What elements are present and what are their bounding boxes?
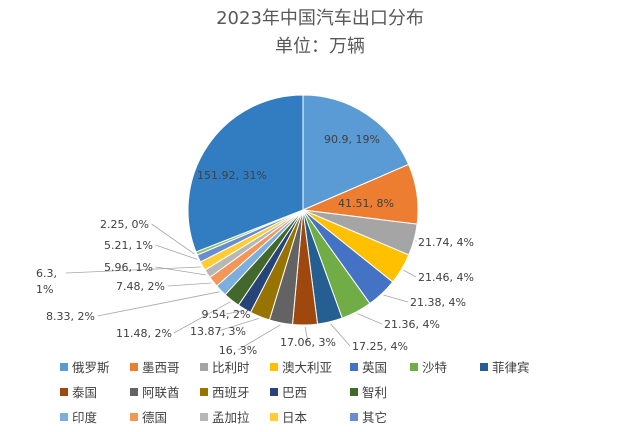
data-label: 21.38, 4%	[410, 296, 466, 309]
legend-label: 泰国	[72, 385, 97, 400]
data-label: 21.46, 4%	[418, 271, 474, 284]
legend-swatch	[200, 363, 208, 371]
legend-swatch	[350, 363, 358, 371]
legend-swatch	[60, 363, 68, 371]
data-label: 8.33, 2%	[46, 310, 95, 323]
data-label: 16, 3%	[219, 344, 257, 357]
data-label: 9.54, 2%	[202, 308, 251, 321]
legend-swatch	[350, 388, 358, 396]
leader-line	[330, 323, 351, 347]
data-label: 7.48, 2%	[116, 280, 165, 293]
legend-label: 其它	[362, 410, 387, 425]
chart-subtitle: 单位：万辆	[275, 36, 365, 57]
legend-swatch	[60, 388, 68, 396]
legend-label: 巴西	[282, 385, 307, 400]
data-label: 17.06, 3%	[280, 336, 336, 349]
legend-swatch	[60, 413, 68, 421]
leader-line	[217, 318, 260, 332]
legend-label: 比利时	[212, 360, 250, 375]
data-label: 21.36, 4%	[384, 318, 440, 331]
legend-label: 德国	[142, 410, 167, 425]
legend-label: 西班牙	[212, 385, 250, 400]
leader-line	[167, 282, 212, 287]
data-labels: 90.9, 19% 41.51, 8% 21.74, 4% 21.46, 4% 21.3…	[36, 133, 474, 357]
legend-swatch	[270, 363, 278, 371]
legend-swatch	[350, 413, 358, 421]
data-label: 90.9, 19%	[324, 133, 380, 146]
chart-title: 2023年中国汽车出口分布	[216, 8, 424, 29]
legend-swatch	[410, 363, 418, 371]
data-label: 2.25, 0%	[100, 218, 149, 231]
data-label: 41.51, 8%	[338, 197, 394, 210]
legend-swatch	[270, 413, 278, 421]
data-label: 151.92, 31%	[197, 169, 267, 182]
leader-line	[403, 269, 417, 278]
pie-slice-18	[187, 94, 304, 253]
pie-slice-俄罗斯	[302, 94, 410, 211]
leader-line	[97, 291, 220, 317]
data-label: 5.21, 1%	[104, 239, 153, 252]
pie-slices	[187, 94, 419, 326]
legend-label: 俄罗斯	[72, 360, 110, 375]
data-label: 13.87, 3%	[190, 325, 246, 338]
legend-label: 沙特	[422, 360, 447, 375]
legend-label: 英国	[362, 360, 387, 375]
legend-swatch	[480, 363, 488, 371]
legend-swatch	[130, 413, 138, 421]
leader-line	[151, 223, 195, 255]
legend-swatch	[130, 363, 138, 371]
leader-line	[304, 326, 309, 343]
data-label: 6.3, 1%	[36, 267, 57, 296]
leader-line	[383, 294, 409, 303]
data-label: 17.25, 4%	[352, 340, 408, 353]
legend-label: 印度	[72, 410, 98, 425]
leader-line	[225, 310, 244, 315]
legend-label: 澳大利亚	[282, 360, 332, 375]
leader-lines	[65, 223, 417, 351]
legend-label: 智利	[362, 385, 387, 400]
leader-line	[173, 301, 231, 334]
legend-label: 孟加拉	[212, 410, 250, 425]
leader-line	[155, 244, 198, 260]
leader-line	[65, 266, 201, 274]
legend-swatch	[200, 388, 208, 396]
leader-line	[237, 324, 281, 351]
legend-swatch	[270, 388, 278, 396]
legend-swatch	[200, 413, 208, 421]
data-label: 11.48, 2%	[116, 327, 172, 340]
legend-label: 日本	[282, 410, 308, 425]
legend-swatch	[130, 388, 138, 396]
legend-label: 阿联酋	[142, 385, 180, 400]
legend-label: 墨西哥	[142, 360, 180, 375]
legend-label: 菲律宾	[492, 360, 530, 375]
data-label: 5.96, 1%	[104, 261, 153, 274]
data-label: 21.74, 4%	[418, 236, 474, 249]
leader-line	[357, 313, 383, 325]
